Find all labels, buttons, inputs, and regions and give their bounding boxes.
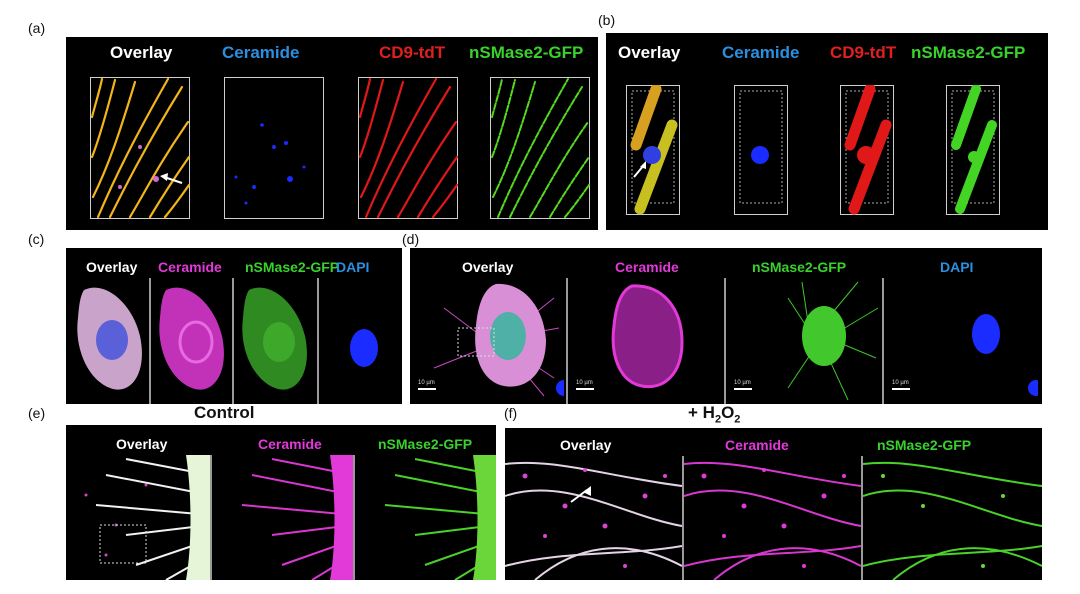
panel-d-ceramide-cell <box>611 284 684 389</box>
panel-c-title-nsmase2: nSMase2-GFP <box>245 259 340 275</box>
panel-b-label: (b) <box>598 12 616 28</box>
panel-d-scale-bar <box>892 388 910 390</box>
panel-f-nsmase2-view <box>863 461 1042 580</box>
panel-e-title-nsmase2: nSMase2-GFP <box>378 436 473 452</box>
panel-c-overlay-cell <box>77 287 142 390</box>
panel-f-title-overlay: Overlay <box>560 437 612 453</box>
panel-f-heading: + H2O2 <box>688 403 740 425</box>
panel-d-title-overlay: Overlay <box>462 259 514 275</box>
panel-e-divider <box>210 455 212 580</box>
panel-c-label: (c) <box>28 231 45 247</box>
panel-d-title-ceramide: Ceramide <box>615 259 679 275</box>
panel-f-divider <box>861 456 863 580</box>
panel-d-scale-bar <box>734 388 752 390</box>
panel-b-title-ceramide: Ceramide <box>722 43 800 62</box>
panel-f-image: Overlay Ceramide nSMase2-GFP <box>505 428 1042 580</box>
panel-e-divider <box>353 455 355 580</box>
panel-e-image: Overlay Ceramide nSMase2-GFP <box>66 425 496 580</box>
panel-b-title-overlay: Overlay <box>618 43 681 62</box>
panel-c-title-overlay: Overlay <box>86 259 138 275</box>
panel-e-nsmase2-view <box>384 455 496 580</box>
panel-d-nsmase2-cell <box>787 281 879 401</box>
panel-b-title-nsmase2: nSMase2-GFP <box>911 43 1026 62</box>
panel-a-label: (a) <box>28 20 46 36</box>
panel-d-divider <box>882 278 884 404</box>
panel-d-scale-bar <box>418 388 436 390</box>
panel-b-title-cd9: CD9-tdT <box>830 43 897 62</box>
panel-d-scale-label: 10 µm <box>892 380 909 386</box>
panel-a-cd9-view <box>358 77 458 219</box>
panel-c-dapi-nucleus <box>350 329 378 367</box>
panel-b-cd9-view <box>840 85 894 215</box>
panel-d-scale-bar <box>576 388 594 390</box>
panel-f-overlay-view <box>505 461 682 580</box>
panel-a-title-ceramide: Ceramide <box>222 43 300 62</box>
panel-f-ceramide-view <box>684 461 861 580</box>
panel-b-nsmase2-view <box>946 85 1000 215</box>
panel-d-scale-label: 10 µm <box>734 380 751 386</box>
panel-d-divider <box>724 278 726 404</box>
panel-c-divider <box>317 278 319 404</box>
panel-b-image: Overlay Ceramide CD9-tdT nSMase2-GFP <box>606 33 1048 230</box>
panel-f-heading-mid: O <box>721 403 735 422</box>
panel-f-heading-sub: 2 <box>714 413 722 426</box>
panel-a-title-nsmase2: nSMase2-GFP <box>469 43 584 62</box>
panel-a-image: Overlay Ceramide CD9-tdT nSMase2-GFP <box>66 37 598 230</box>
panel-d-scale-label: 10 µm <box>418 380 435 386</box>
panel-f-divider <box>682 456 684 580</box>
panel-f-heading-prefix: + H <box>688 403 715 422</box>
panel-e-title-ceramide: Ceramide <box>258 436 322 452</box>
panel-b-ceramide-view <box>734 85 788 215</box>
panel-a-ceramide-view <box>224 77 324 219</box>
panel-a-title-cd9: CD9-tdT <box>379 43 446 62</box>
panel-c-divider <box>149 278 151 404</box>
panel-f-title-ceramide: Ceramide <box>725 437 789 453</box>
panel-e-heading: Control <box>194 403 255 422</box>
panel-c-ceramide-cell <box>159 287 224 390</box>
panel-f-heading-sub2: 2 <box>734 413 741 426</box>
panel-d-title-nsmase2: nSMase2-GFP <box>752 259 847 275</box>
panel-e-overlay-view <box>84 455 210 580</box>
panel-c-title-ceramide: Ceramide <box>158 259 222 275</box>
panel-a-title-overlay: Overlay <box>110 43 173 62</box>
panel-e-title-overlay: Overlay <box>116 436 168 452</box>
panel-c-image: Overlay Ceramide nSMase2-GFP DAPI <box>66 248 402 404</box>
panel-d-dapi-nucleus <box>972 314 1038 396</box>
panel-d-image: Overlay Ceramide nSMase2-GFP DAPI 10 µm … <box>410 248 1042 404</box>
panel-e-ceramide-view <box>241 455 353 580</box>
panel-f-label: (f) <box>504 405 518 421</box>
panel-d-divider <box>566 278 568 404</box>
panel-b-overlay-view <box>626 85 680 215</box>
panel-c-nsmase2-cell <box>242 287 307 390</box>
panel-d-title-dapi: DAPI <box>940 259 974 275</box>
panel-a-overlay-view <box>90 77 190 219</box>
panel-e-label: (e) <box>28 405 46 421</box>
panel-d-label: (d) <box>402 231 420 247</box>
panel-c-divider <box>232 278 234 404</box>
panel-f-title-nsmase2: nSMase2-GFP <box>877 437 972 453</box>
panel-d-scale-label: 10 µm <box>576 380 593 386</box>
panel-c-title-dapi: DAPI <box>336 259 370 275</box>
panel-a-nsmase2-view <box>490 77 590 219</box>
panel-d-overlay-cell <box>433 283 564 397</box>
